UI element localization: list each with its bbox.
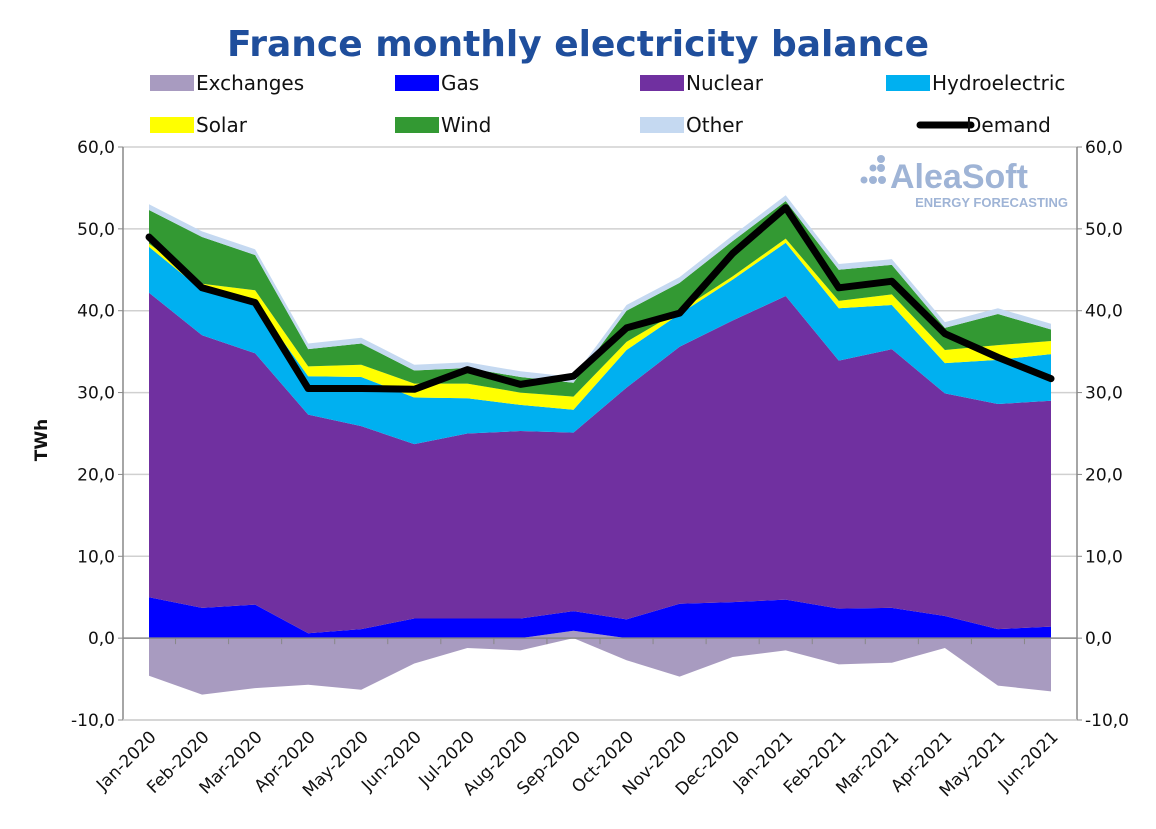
legend-item-hydroelectric: Hydroelectric <box>886 71 1065 95</box>
y-tick-label-left: 10,0 <box>77 547 115 567</box>
y-tick-label-left: 0,0 <box>88 629 115 649</box>
legend-label: Demand <box>966 113 1051 137</box>
legend-label: Gas <box>441 71 479 95</box>
legend-swatch <box>640 117 684 133</box>
y-tick-label-right: 30,0 <box>1085 384 1123 404</box>
legend-swatch <box>395 117 439 133</box>
legend-label: Hydroelectric <box>932 71 1065 95</box>
aleasoft-logo: AleaSoft ENERGY FORECASTING <box>860 155 1068 210</box>
area-wind <box>149 201 1051 397</box>
legend-item-nuclear: Nuclear <box>640 71 764 95</box>
legend: Exchanges Gas Nuclear Hydroelectric Solar Win… <box>150 71 1065 137</box>
legend-label: Wind <box>441 113 491 137</box>
logo-brand: AleaSoft <box>890 158 1028 196</box>
area-other <box>149 195 1051 383</box>
legend-item-other: Other <box>640 113 744 137</box>
legend-swatch <box>150 117 194 133</box>
legend-swatch <box>886 75 930 91</box>
y-tick-label-right: 50,0 <box>1085 220 1123 240</box>
area-hydroelectric <box>149 242 1051 445</box>
y-tick-label-right: 60,0 <box>1085 138 1123 158</box>
chart-title: France monthly electricity balance <box>227 24 929 65</box>
legend-item-wind: Wind <box>395 113 491 137</box>
y-tick-label-left: 40,0 <box>77 302 115 322</box>
stacked-areas <box>149 195 1051 695</box>
legend-label: Other <box>686 113 744 137</box>
logo-dots-icon <box>860 155 886 184</box>
area-solar <box>149 238 1051 410</box>
legend-label: Exchanges <box>196 71 304 95</box>
y-tick-label-right: 10,0 <box>1085 547 1123 567</box>
y-tick-label-right: 40,0 <box>1085 302 1123 322</box>
y-tick-label-right: 0,0 <box>1085 629 1112 649</box>
area-nuclear <box>149 292 1051 634</box>
y-axis-label: TWh <box>32 419 52 461</box>
legend-item-demand: Demand <box>916 113 1051 137</box>
legend-label: Solar <box>196 113 248 137</box>
demand-line <box>145 204 1055 393</box>
logo-tagline: ENERGY FORECASTING <box>915 195 1068 210</box>
y-tick-label-left: -10,0 <box>71 711 115 731</box>
legend-swatch <box>395 75 439 91</box>
y-tick-label-left: 60,0 <box>77 138 115 158</box>
legend-item-exchanges: Exchanges <box>150 71 304 95</box>
legend-swatch <box>640 75 684 91</box>
y-tick-label-left: 50,0 <box>77 220 115 240</box>
y-tick-label-right: -10,0 <box>1085 711 1129 731</box>
y-tick-label-left: 30,0 <box>77 384 115 404</box>
legend-item-solar: Solar <box>150 113 248 137</box>
area-exchanges <box>149 630 1051 695</box>
y-tick-label-right: 20,0 <box>1085 465 1123 485</box>
legend-swatch <box>150 75 194 91</box>
legend-label: Nuclear <box>686 71 764 95</box>
demand-line-group <box>145 204 1055 393</box>
legend-item-gas: Gas <box>395 71 479 95</box>
area-gas <box>149 597 1051 639</box>
y-tick-label-left: 20,0 <box>77 465 115 485</box>
